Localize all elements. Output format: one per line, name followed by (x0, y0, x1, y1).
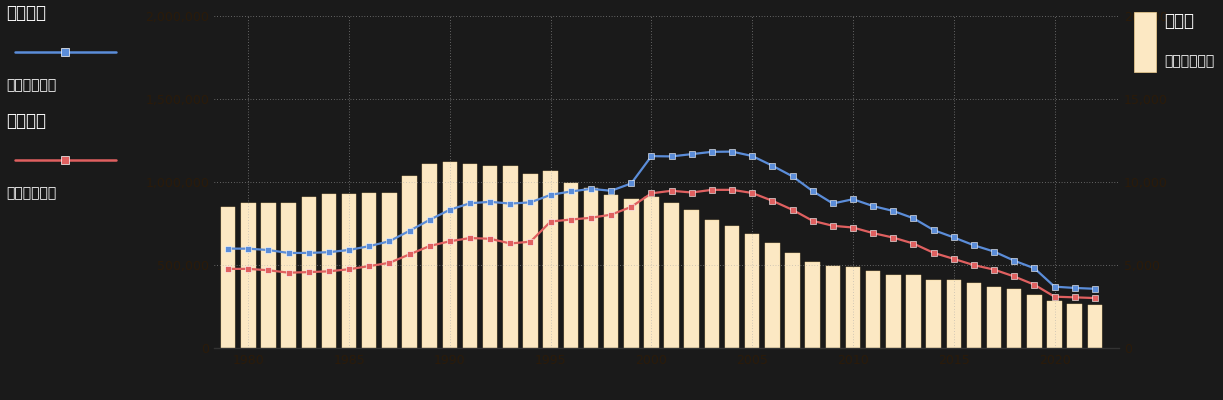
Bar (624, 198, 638, 348)
Bar (262, 203, 275, 348)
Bar (645, 197, 659, 348)
Bar (241, 202, 256, 348)
Bar (664, 203, 679, 348)
Bar (785, 253, 800, 348)
Text: （単位：人）: （単位：人） (1164, 54, 1214, 68)
Bar (443, 162, 457, 348)
Bar (806, 262, 819, 348)
Bar (604, 195, 619, 348)
Bar (221, 208, 235, 348)
Bar (725, 226, 739, 348)
Text: （単位：人）: （単位：人） (6, 78, 56, 92)
Bar (322, 194, 336, 348)
Text: 負傷者数: 負傷者数 (6, 4, 46, 22)
Text: （単位：件）: （単位：件） (6, 186, 56, 200)
Bar (704, 220, 719, 348)
Bar (966, 283, 981, 348)
Bar (745, 234, 759, 348)
Bar (685, 210, 700, 348)
Bar (866, 272, 881, 348)
Bar (885, 275, 900, 348)
Bar (422, 164, 437, 348)
Text: 発生件数: 発生件数 (6, 112, 46, 130)
Bar (523, 174, 538, 348)
Bar (1027, 295, 1042, 348)
Bar (1087, 305, 1102, 348)
Bar (402, 176, 417, 348)
Bar (462, 164, 477, 348)
Bar (766, 242, 779, 348)
Bar (1068, 304, 1082, 348)
Text: 死者数: 死者数 (1164, 12, 1195, 30)
Bar (906, 276, 921, 348)
Bar (1007, 289, 1021, 348)
Bar (483, 166, 498, 348)
Bar (281, 202, 296, 348)
Bar (1047, 301, 1062, 348)
Bar (826, 266, 840, 348)
Bar (583, 188, 598, 348)
Bar (926, 280, 940, 348)
Bar (302, 197, 316, 348)
Bar (987, 287, 1002, 348)
Bar (503, 166, 517, 348)
Bar (543, 171, 558, 348)
Bar (382, 193, 396, 348)
Bar (362, 193, 377, 348)
Bar (564, 183, 578, 348)
Bar (947, 280, 961, 348)
Bar (341, 194, 356, 348)
Bar (846, 267, 860, 348)
